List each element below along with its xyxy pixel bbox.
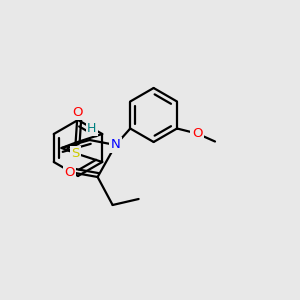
Text: H: H xyxy=(87,122,96,134)
Text: N: N xyxy=(111,139,121,152)
Text: O: O xyxy=(192,127,202,140)
Text: S: S xyxy=(71,147,80,160)
Text: O: O xyxy=(64,166,75,178)
Text: O: O xyxy=(72,106,83,119)
